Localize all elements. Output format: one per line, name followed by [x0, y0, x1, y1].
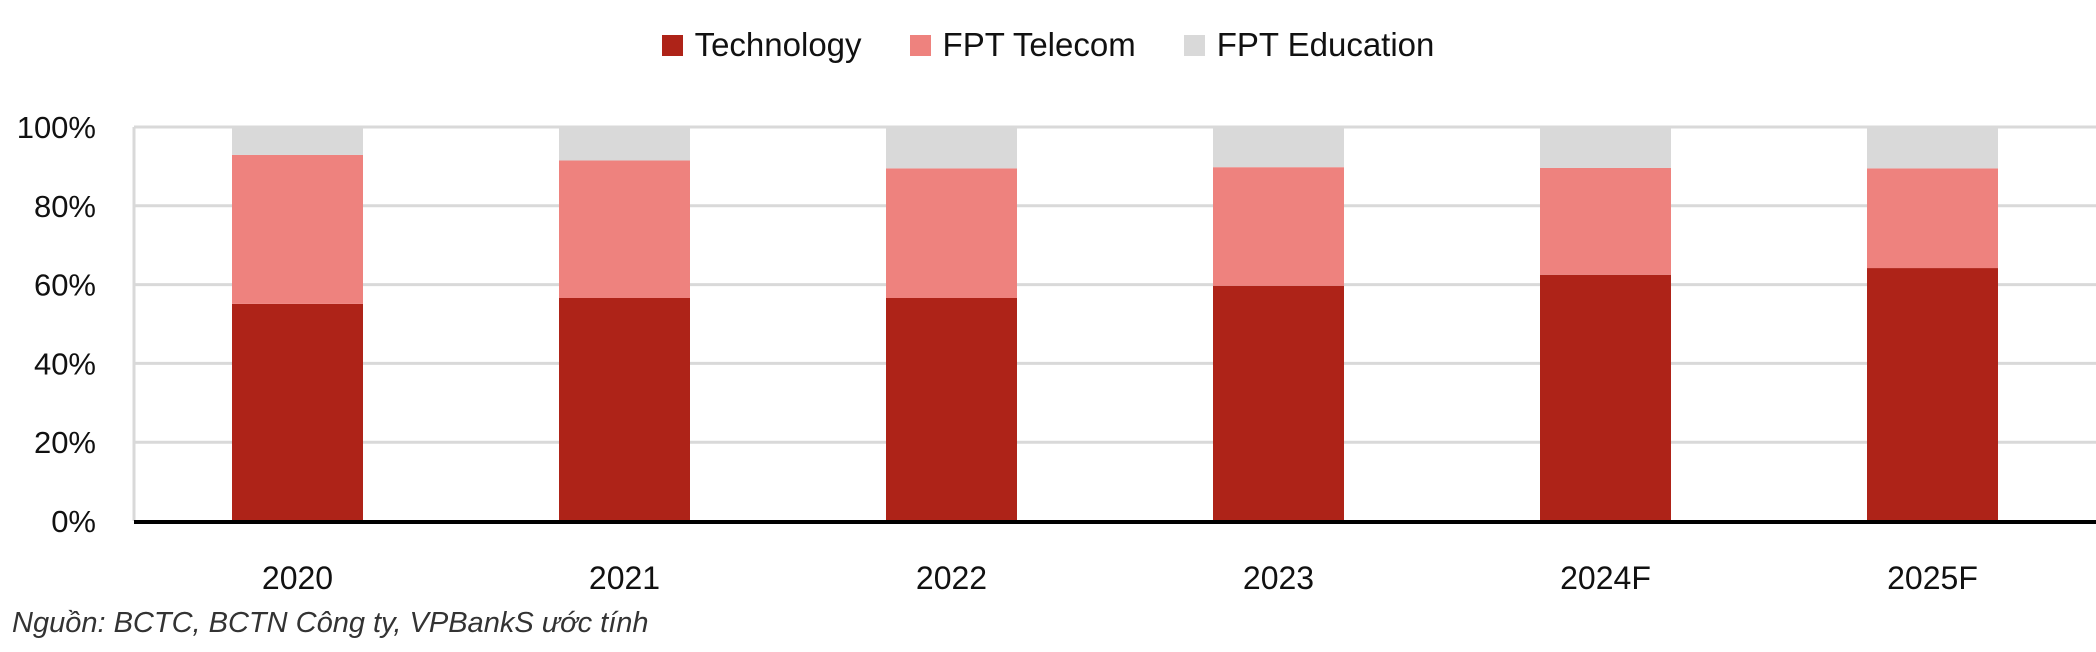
bar-technology	[1867, 268, 1998, 521]
bar-fpt-telecom	[886, 168, 1017, 298]
bar-fpt-telecom	[559, 160, 690, 298]
legend-label: FPT Education	[1216, 26, 1435, 63]
legend-label: Technology	[694, 26, 862, 63]
y-tick-label: 100%	[17, 110, 96, 145]
bar-technology	[559, 297, 690, 521]
x-tick-label: 2021	[589, 560, 660, 596]
legend-item: Technology	[661, 26, 862, 64]
bar-technology	[1540, 274, 1671, 521]
bar-fpt-education	[559, 127, 690, 161]
y-tick-label: 0%	[51, 504, 96, 539]
bar-fpt-telecom	[1540, 167, 1671, 275]
x-tick-label: 2024F	[1560, 560, 1651, 596]
legend-item: FPT Education	[1183, 26, 1435, 64]
y-tick-label: 80%	[34, 189, 96, 224]
legend-swatch	[909, 34, 931, 56]
y-tick-label: 20%	[34, 425, 96, 460]
bar-fpt-education	[1867, 127, 1998, 169]
y-tick-label: 40%	[34, 346, 96, 381]
legend: Technology FPT Telecom FPT Education	[0, 26, 2096, 64]
bar-fpt-education	[1540, 127, 1671, 168]
legend-label: FPT Telecom	[942, 26, 1136, 63]
bar-fpt-telecom	[1213, 167, 1344, 286]
source-note: Nguồn: BCTC, BCTN Công ty, VPBankS ước t…	[12, 607, 649, 639]
bar-technology	[886, 297, 1017, 521]
bar-fpt-education	[886, 127, 1017, 169]
bar-technology	[232, 303, 363, 521]
x-tick-label: 2020	[262, 560, 333, 596]
x-tick-label: 2023	[1243, 560, 1314, 596]
bar-fpt-telecom	[232, 154, 363, 304]
x-tick-label: 2025F	[1887, 560, 1978, 596]
x-tick-label: 2022	[916, 560, 987, 596]
bar-fpt-education	[232, 127, 363, 155]
bar-technology	[1213, 285, 1344, 521]
bar-fpt-telecom	[1867, 168, 1998, 269]
bar-fpt-education	[1213, 127, 1344, 168]
legend-swatch	[661, 34, 683, 56]
legend-swatch	[1183, 34, 1205, 56]
legend-item: FPT Telecom	[909, 26, 1136, 64]
y-tick-label: 60%	[34, 268, 96, 303]
